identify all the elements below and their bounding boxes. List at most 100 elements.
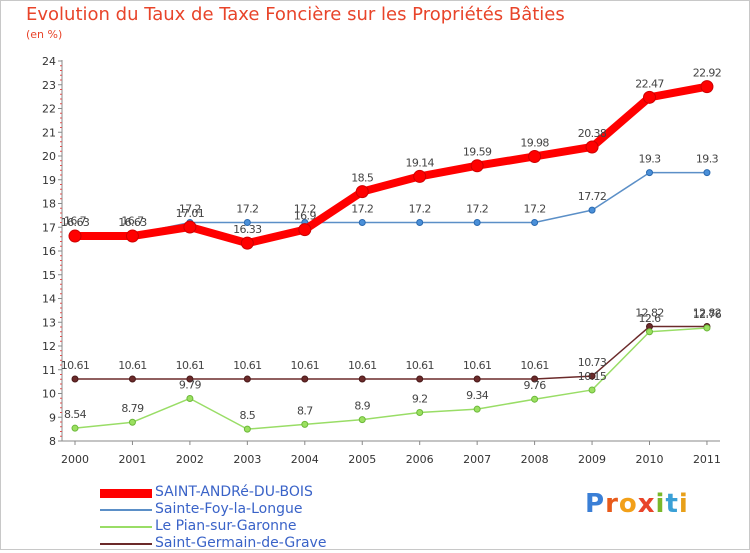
x-tick-label: 2008 <box>521 453 549 466</box>
data-point <box>71 424 79 432</box>
data-point <box>473 219 481 226</box>
y-tick-label: 19 <box>42 174 56 187</box>
data-label: 9.2 <box>412 393 428 406</box>
y-tick-label: 9 <box>49 411 56 424</box>
data-label: 16.7 <box>64 214 87 227</box>
data-label: 10.61 <box>405 359 434 372</box>
legend-label: SAINT-ANDRé-DU-BOIS <box>155 484 313 500</box>
series-line <box>74 327 708 430</box>
data-label: 12.76 <box>693 308 722 321</box>
data-point <box>358 219 366 226</box>
legend-label: Saint-Germain-de-Grave <box>155 535 327 551</box>
y-tick-label: 22 <box>42 103 56 116</box>
data-point <box>413 169 427 183</box>
series-line <box>74 325 708 380</box>
y-tick-label: 13 <box>42 316 56 329</box>
y-tick-label: 20 <box>42 150 56 163</box>
logo-letter: o <box>618 489 638 519</box>
y-tick-label: 14 <box>42 293 56 306</box>
data-point <box>643 90 656 104</box>
data-label: 20.38 <box>578 127 607 140</box>
logo-letter: i <box>678 489 689 519</box>
data-label: 10.61 <box>118 359 147 372</box>
series-line <box>71 82 711 248</box>
data-label: 8.79 <box>121 402 144 415</box>
legend-swatch <box>100 526 152 528</box>
data-label: 16.7 <box>121 214 144 227</box>
data-label: 17.2 <box>351 203 373 216</box>
legend-swatch <box>100 488 152 498</box>
data-label: 10.61 <box>291 359 320 372</box>
x-tick-label: 2004 <box>291 453 319 466</box>
data-point <box>703 324 711 332</box>
data-point <box>125 229 139 243</box>
x-tick-label: 2001 <box>118 453 146 466</box>
logo-letter: i <box>655 489 666 519</box>
data-point <box>473 375 481 383</box>
x-tick-label: 2007 <box>463 453 491 466</box>
data-point <box>355 185 369 199</box>
data-point <box>301 420 309 428</box>
y-tick-label: 8 <box>49 435 56 448</box>
y-tick-label: 18 <box>42 198 56 211</box>
data-point <box>588 372 596 380</box>
x-tick-label: 2000 <box>61 453 89 466</box>
data-label: 10.61 <box>463 359 492 372</box>
legend-label: Sainte-Foy-la-Longue <box>155 501 303 517</box>
legend-label: Le Pian-sur-Garonne <box>155 518 297 534</box>
data-label: 10.73 <box>578 356 607 369</box>
y-tick-label: 23 <box>42 79 56 92</box>
data-label: 10.61 <box>176 359 205 372</box>
data-label: 16.63 <box>118 216 147 229</box>
data-point <box>298 223 312 237</box>
data-point <box>588 206 596 214</box>
logo-letter: r <box>605 489 619 519</box>
proxiti-logo: Proxiti <box>585 489 689 519</box>
data-label: 9.76 <box>524 379 547 392</box>
data-point <box>128 418 136 426</box>
x-tick-label: 2005 <box>348 453 376 466</box>
data-point <box>71 375 79 383</box>
data-label: 16.63 <box>61 216 90 229</box>
data-point <box>585 140 599 154</box>
data-point <box>128 375 136 383</box>
data-point <box>68 229 82 243</box>
data-label: 17.2 <box>294 203 316 216</box>
data-label: 10.61 <box>520 359 549 372</box>
data-label: 8.54 <box>64 408 87 421</box>
y-tick-label: 21 <box>42 126 56 139</box>
data-label: 16.33 <box>233 223 262 236</box>
data-label: 17.72 <box>578 190 607 203</box>
data-label: 19.3 <box>696 153 719 166</box>
data-label: 19.59 <box>463 146 492 159</box>
data-label: 17.2 <box>409 203 431 216</box>
data-label: 18.5 <box>351 172 374 185</box>
data-label: 8.7 <box>297 404 313 417</box>
data-label: 8.5 <box>239 409 255 422</box>
x-tick-label: 2011 <box>693 453 721 466</box>
legend-swatch <box>100 543 152 545</box>
logo-letter: t <box>665 489 679 519</box>
data-point <box>646 169 653 177</box>
data-point <box>243 425 251 433</box>
data-label: 10.61 <box>233 359 262 372</box>
data-point <box>186 394 194 402</box>
data-label: 19.98 <box>520 136 549 149</box>
data-point <box>646 328 653 336</box>
line-chart: 8 9 10 11 12 13 14 15 16 17 18 19 20 21 22 23 24 2000 2001… <box>42 55 722 466</box>
data-point <box>470 159 484 173</box>
data-point <box>243 219 251 226</box>
y-tick-label: 16 <box>42 245 56 258</box>
data-point <box>531 395 539 403</box>
data-point <box>531 219 539 226</box>
data-point <box>183 220 197 234</box>
x-tick-label: 2003 <box>233 453 261 466</box>
logo-letter: x <box>637 489 656 519</box>
data-point <box>588 386 596 394</box>
data-label: 17.2 <box>466 203 488 216</box>
data-point <box>528 149 542 163</box>
x-tick-label: 2006 <box>406 453 434 466</box>
data-label: 17.01 <box>176 207 205 220</box>
data-label: 19.14 <box>405 156 434 169</box>
data-label: 10.61 <box>61 359 90 372</box>
